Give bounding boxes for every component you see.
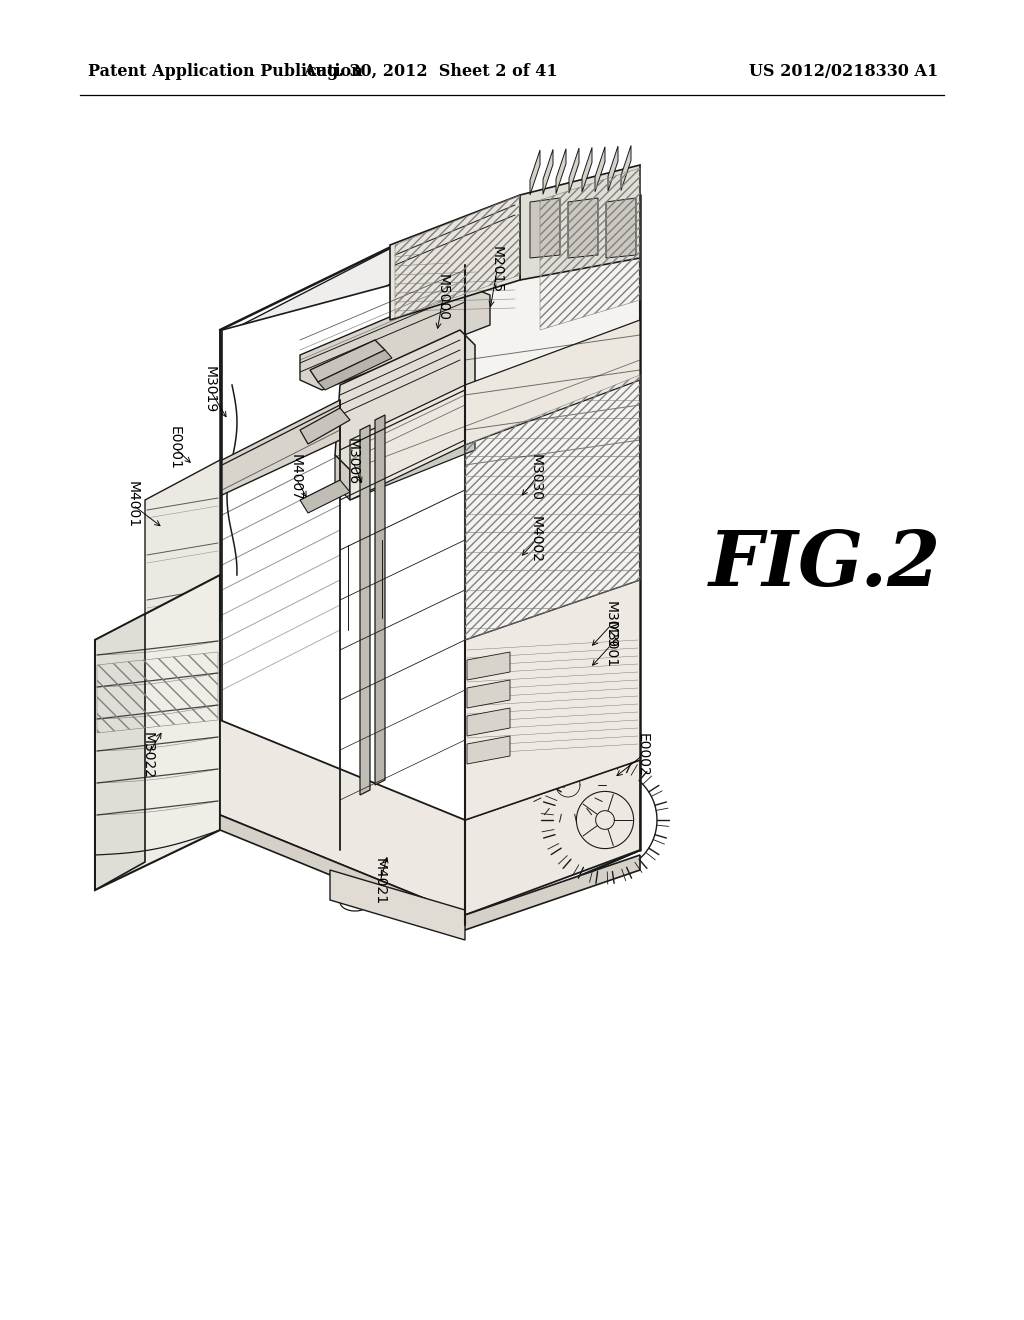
Polygon shape — [335, 330, 475, 470]
Polygon shape — [390, 195, 520, 319]
Text: M3022: M3022 — [141, 731, 155, 779]
Text: M4021: M4021 — [373, 858, 387, 906]
Polygon shape — [595, 147, 605, 191]
Polygon shape — [220, 719, 640, 915]
Text: M3001: M3001 — [604, 622, 618, 668]
Polygon shape — [520, 165, 640, 280]
Polygon shape — [222, 400, 340, 495]
Text: E0002: E0002 — [636, 733, 650, 777]
Polygon shape — [300, 285, 490, 389]
Text: US 2012/0218330 A1: US 2012/0218330 A1 — [749, 63, 938, 81]
Polygon shape — [538, 755, 598, 814]
Polygon shape — [467, 652, 510, 680]
Polygon shape — [569, 148, 579, 193]
Text: M3029: M3029 — [604, 602, 618, 648]
Text: M2015: M2015 — [490, 247, 504, 293]
Polygon shape — [556, 149, 566, 194]
Polygon shape — [222, 265, 465, 925]
Polygon shape — [608, 147, 618, 191]
Polygon shape — [145, 459, 220, 760]
Polygon shape — [300, 280, 455, 389]
Text: M3006: M3006 — [346, 438, 360, 486]
Text: M5000: M5000 — [436, 275, 450, 322]
Polygon shape — [467, 737, 510, 764]
Polygon shape — [467, 680, 510, 708]
Polygon shape — [220, 814, 640, 931]
Text: M4002: M4002 — [529, 516, 543, 564]
Polygon shape — [318, 350, 392, 389]
Polygon shape — [335, 455, 350, 500]
Polygon shape — [568, 198, 598, 257]
Polygon shape — [530, 150, 540, 195]
Polygon shape — [95, 614, 145, 890]
Text: E0001: E0001 — [168, 426, 182, 470]
Polygon shape — [465, 195, 640, 925]
Polygon shape — [465, 579, 640, 820]
Polygon shape — [350, 319, 640, 500]
Polygon shape — [300, 408, 350, 444]
Text: Aug. 30, 2012  Sheet 2 of 41: Aug. 30, 2012 Sheet 2 of 41 — [303, 63, 557, 81]
Polygon shape — [360, 425, 370, 795]
Text: Patent Application Publication: Patent Application Publication — [88, 63, 362, 81]
Polygon shape — [543, 149, 553, 194]
Text: M3030: M3030 — [529, 454, 543, 502]
Polygon shape — [240, 330, 340, 440]
Polygon shape — [467, 708, 510, 737]
Polygon shape — [300, 480, 350, 513]
Polygon shape — [375, 414, 385, 785]
Polygon shape — [95, 576, 220, 890]
Polygon shape — [222, 246, 465, 465]
Text: M4007: M4007 — [289, 454, 303, 502]
Polygon shape — [530, 198, 560, 257]
Polygon shape — [553, 768, 657, 873]
Text: M3019: M3019 — [203, 367, 217, 413]
Polygon shape — [310, 341, 385, 381]
Polygon shape — [606, 198, 636, 257]
Text: FIG.2: FIG.2 — [709, 528, 941, 602]
Text: M4001: M4001 — [126, 482, 140, 528]
Polygon shape — [582, 148, 592, 193]
Polygon shape — [330, 870, 465, 940]
Polygon shape — [350, 420, 475, 500]
Polygon shape — [621, 145, 631, 190]
